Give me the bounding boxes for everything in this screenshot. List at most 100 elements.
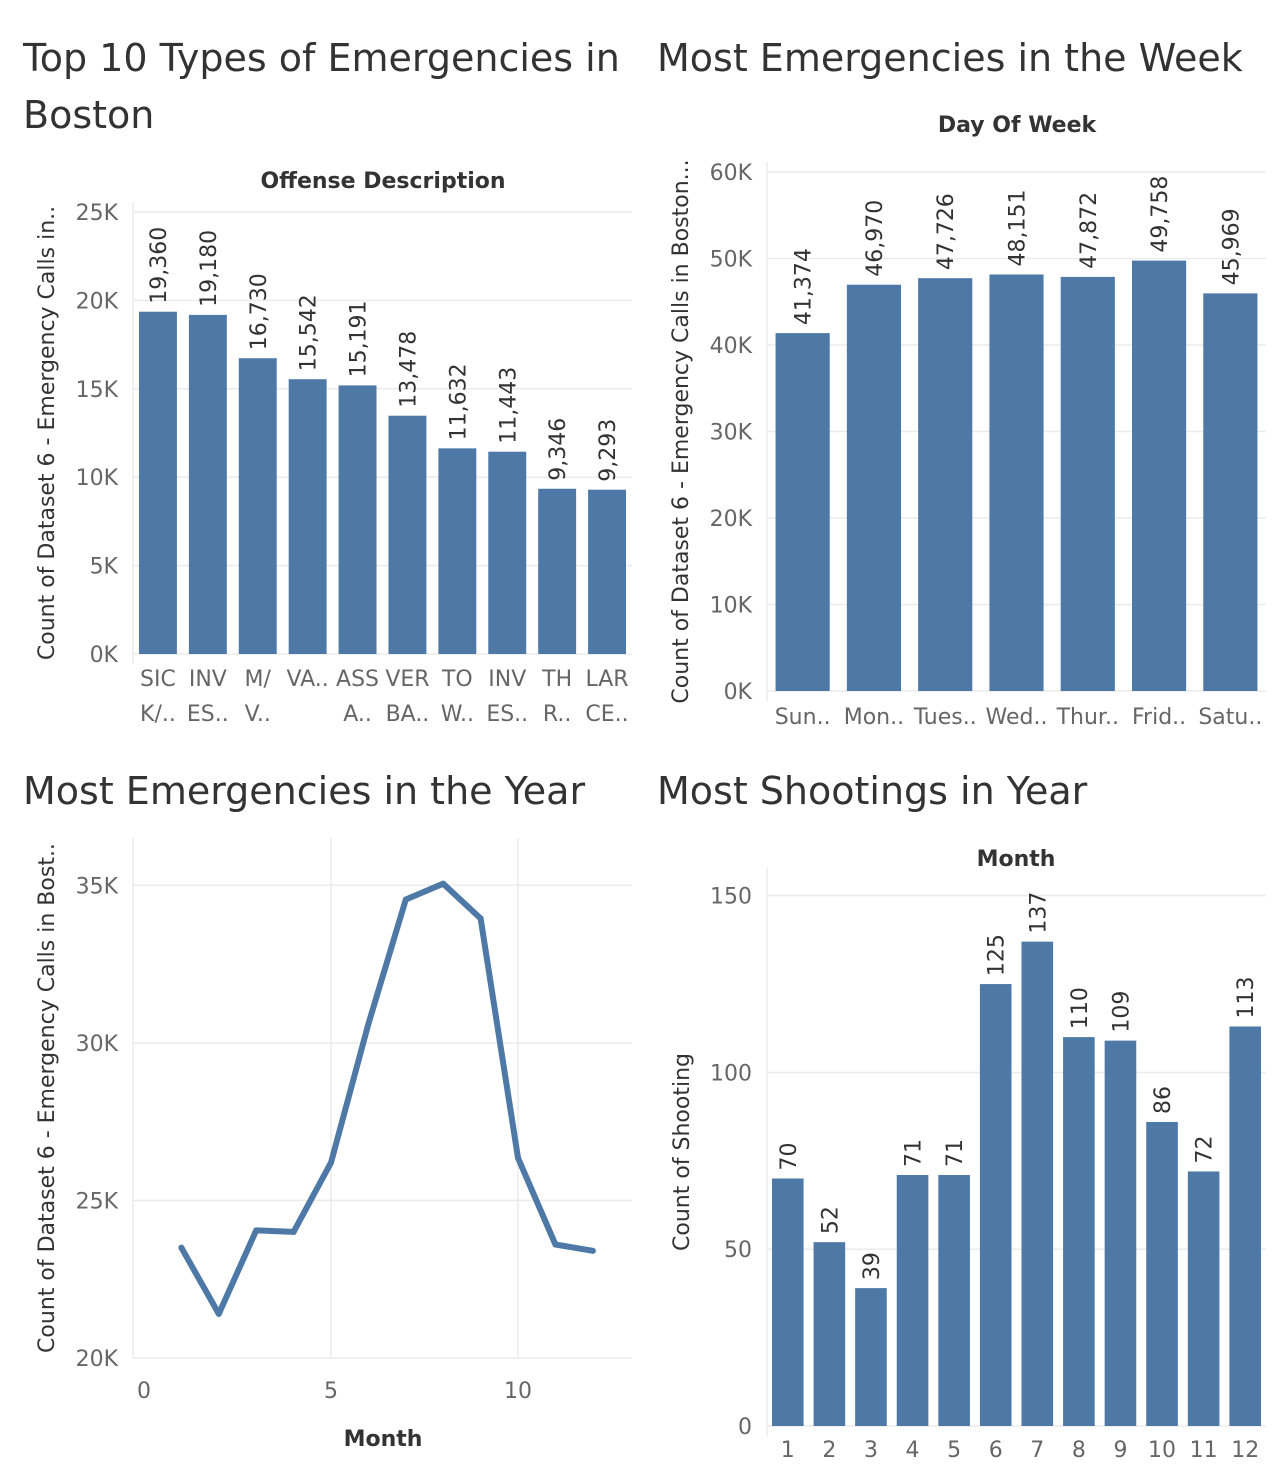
category-label: LAR	[585, 667, 628, 692]
bar-value-label: 48,151	[1006, 190, 1031, 267]
column-header: Day Of Week	[938, 113, 1098, 138]
bar	[938, 1174, 970, 1426]
y-tick-label: 20K	[76, 1347, 119, 1372]
category-label: BA..	[386, 702, 430, 727]
bar-value-label: 70	[777, 1143, 802, 1171]
x-axis-title: Month	[344, 1427, 423, 1452]
week-title: Most Emergencies in the Week	[657, 36, 1243, 80]
bar	[1060, 276, 1115, 691]
y-axis-title: Count of Dataset 6 - Emergency Calls in …	[35, 843, 60, 1353]
category-label: R..	[543, 702, 572, 727]
bar-value-label: 15,542	[297, 294, 322, 371]
bar	[588, 489, 627, 654]
bar	[979, 984, 1012, 1426]
data-point	[402, 896, 409, 903]
bar	[775, 333, 830, 691]
bar	[1187, 1171, 1220, 1426]
category-label: 4	[906, 1438, 920, 1463]
category-label: 1	[781, 1438, 795, 1463]
bar-value-label: 9,293	[596, 419, 621, 482]
bar-value-label: 113	[1234, 976, 1259, 1018]
shootings-title: Most Shootings in Year	[657, 769, 1088, 813]
column-header: Offense Description	[260, 169, 505, 194]
category-label: 10	[1148, 1438, 1176, 1463]
category-label: M/	[245, 667, 272, 692]
y-tick-label: 100	[710, 1061, 752, 1086]
bar-value-label: 47,726	[934, 193, 959, 270]
bar	[388, 415, 427, 654]
y-tick-label: 30K	[76, 1032, 119, 1057]
bar	[846, 284, 902, 691]
y-tick-label: 25K	[76, 201, 119, 226]
y-axis-title: Count of Dataset 6 - Emergency Calls in.…	[35, 206, 60, 660]
category-label: K/..	[140, 702, 176, 727]
y-tick-label: 20K	[710, 507, 753, 532]
y-axis-title: Count of Dataset 6 - Emergency Calls in …	[669, 159, 694, 703]
data-point	[178, 1244, 185, 1251]
bar-value-label: 49,758	[1148, 176, 1173, 253]
category-label: VER	[385, 667, 429, 692]
category-label: 5	[947, 1438, 961, 1463]
bar	[1203, 293, 1258, 691]
bar-value-label: 52	[818, 1206, 843, 1234]
category-label: ES..	[486, 702, 528, 727]
category-label: 8	[1072, 1438, 1086, 1463]
x-tick-label: 10	[504, 1379, 532, 1404]
x-tick-label: 5	[324, 1379, 338, 1404]
y-tick-label: 5K	[90, 555, 119, 580]
bar	[918, 278, 973, 691]
y-tick-label: 10K	[710, 594, 753, 619]
x-tick-label: 0	[137, 1379, 151, 1404]
data-point	[552, 1241, 559, 1248]
bar	[488, 451, 527, 654]
category-label: 9	[1113, 1438, 1127, 1463]
category-label: CE..	[585, 702, 628, 727]
bar	[238, 358, 277, 654]
category-label: W..	[441, 702, 474, 727]
category-label: Wed..	[986, 705, 1048, 730]
y-tick-label: 60K	[710, 161, 753, 186]
bar	[855, 1288, 887, 1426]
bar	[338, 385, 377, 654]
bar-value-label: 15,191	[347, 300, 372, 377]
y-tick-label: 0	[738, 1415, 752, 1440]
y-tick-label: 15K	[76, 378, 119, 403]
bar	[896, 1174, 929, 1426]
category-label: VA..	[287, 667, 329, 692]
y-tick-label: 30K	[710, 421, 753, 446]
column-header: Month	[977, 847, 1056, 872]
category-label: 7	[1030, 1438, 1044, 1463]
bar-value-label: 110	[1068, 987, 1093, 1029]
bar	[1063, 1037, 1095, 1426]
bar-value-label: 46,970	[863, 200, 888, 277]
year-title: Most Emergencies in the Year	[23, 769, 586, 813]
data-point	[365, 1020, 372, 1027]
y-tick-label: 40K	[710, 334, 753, 359]
category-label: SIC	[140, 667, 176, 692]
y-tick-label: 50	[724, 1238, 752, 1263]
series-line	[178, 880, 596, 1317]
data-point	[515, 1154, 521, 1161]
y-tick-label: 0K	[90, 643, 119, 668]
bar	[771, 1178, 804, 1426]
category-label: 3	[864, 1438, 878, 1463]
bar-value-label: 72	[1193, 1135, 1218, 1163]
bar-value-label: 19,360	[147, 227, 172, 304]
bar-value-label: 41,374	[792, 248, 817, 325]
category-label: A..	[343, 702, 372, 727]
bar-value-label: 13,478	[396, 331, 421, 408]
category-label: Thur..	[1056, 705, 1119, 730]
category-label: TO	[441, 667, 473, 692]
y-tick-label: 0K	[724, 680, 753, 705]
y-tick-label: 25K	[76, 1189, 119, 1214]
bar	[813, 1242, 846, 1426]
data-point	[290, 1228, 297, 1235]
category-label: ES..	[187, 702, 229, 727]
bar-value-label: 125	[985, 934, 1010, 976]
y-axis-title: Count of Shooting	[670, 1053, 695, 1251]
data-point	[477, 915, 484, 922]
bar-value-label: 9,346	[546, 418, 571, 481]
